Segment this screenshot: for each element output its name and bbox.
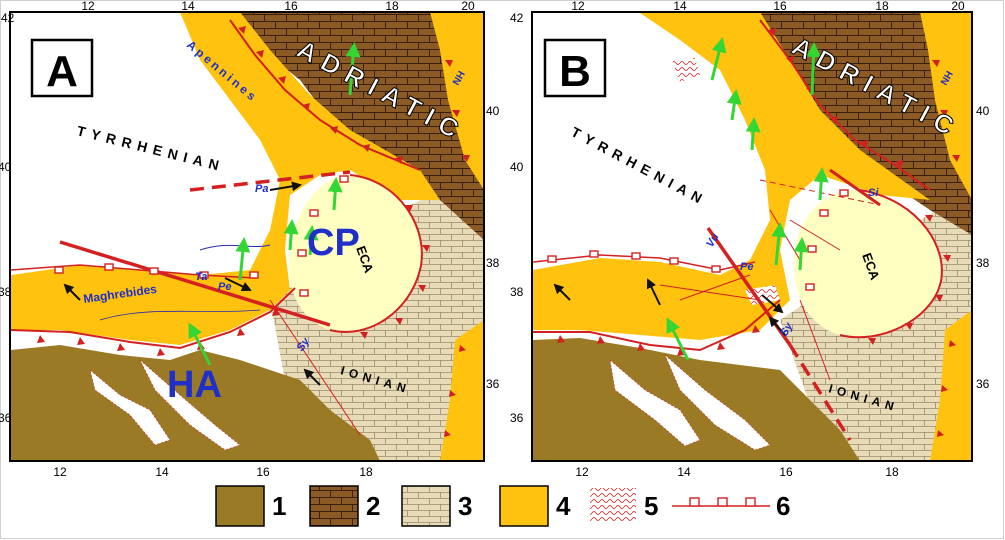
thrust-front-eca bbox=[329, 174, 423, 333]
legend-num-3: 3 bbox=[458, 491, 472, 521]
b-bottom-tick: 12 bbox=[575, 465, 589, 479]
b-top-tick: 20 bbox=[951, 0, 965, 13]
thrust-front-adriatic bbox=[759, 19, 931, 191]
panel-a-letter: A bbox=[46, 47, 78, 96]
unit5-sliver-1 bbox=[609, 359, 701, 447]
legend-swatch-2 bbox=[309, 485, 359, 527]
panel-b-axis: 12 14 16 18 20 12 14 16 18 42 40 38 36 4… bbox=[510, 0, 990, 479]
a-top-tick: 20 bbox=[461, 0, 475, 13]
unit5-sliver-2 bbox=[664, 354, 771, 451]
label-cp: CP bbox=[307, 222, 360, 264]
a-bottom-tick: 18 bbox=[359, 465, 373, 479]
b-left-tick: 38 bbox=[510, 285, 524, 299]
legend-swatch-5 bbox=[590, 488, 636, 522]
hellenides-belt-unit4 bbox=[440, 320, 483, 460]
b-left-tick: 42 bbox=[510, 11, 524, 25]
a-right-tick: 38 bbox=[486, 256, 500, 270]
hellenides-belt-unit4 bbox=[930, 310, 971, 460]
legend-swatch-6 bbox=[672, 497, 770, 507]
panel-b-letter: B bbox=[559, 47, 591, 96]
dinarides-belt-unit4 bbox=[920, 13, 971, 199]
panel-b-letter-box bbox=[543, 38, 607, 98]
legend-swatch-4 bbox=[499, 485, 549, 527]
a-right-tick: 40 bbox=[486, 104, 500, 118]
apennine-maghrebide-belt-unit4 bbox=[533, 13, 930, 340]
b-right-tick: 38 bbox=[976, 256, 990, 270]
a-bottom-tick: 16 bbox=[256, 465, 270, 479]
legend-swatch-3 bbox=[401, 485, 451, 527]
a-right-tick: 36 bbox=[486, 377, 500, 391]
unit5-sliver-2 bbox=[139, 359, 241, 451]
label-pe: Pe bbox=[740, 261, 753, 273]
adriatic-plate-unit2 bbox=[755, 13, 971, 235]
b-top-tick: 14 bbox=[673, 0, 687, 13]
unit5-patch bbox=[672, 58, 700, 82]
legend-swatch-1 bbox=[215, 485, 265, 527]
a-top-tick: 18 bbox=[385, 0, 399, 13]
legend-num-2: 2 bbox=[366, 491, 380, 521]
fault-pa-dashed bbox=[189, 170, 351, 192]
panel-b: 12 14 16 18 20 12 14 16 18 42 40 38 36 4… bbox=[510, 0, 990, 479]
label-ta: Ta bbox=[195, 271, 207, 283]
a-top-tick: 14 bbox=[181, 0, 195, 13]
b-top-tick: 12 bbox=[571, 0, 585, 13]
label-pa: Pa bbox=[255, 183, 268, 195]
thrust-front-eca bbox=[839, 189, 943, 339]
thrust-front-south bbox=[11, 287, 296, 350]
a-left-tick: 36 bbox=[0, 411, 12, 425]
b-top-tick: 18 bbox=[875, 0, 889, 13]
label-pe: Pe bbox=[218, 281, 231, 293]
label-ha: HA bbox=[167, 364, 222, 406]
b-bottom-tick: 18 bbox=[885, 465, 899, 479]
b-top-tick: 16 bbox=[773, 0, 787, 13]
thrust-front-south bbox=[533, 299, 781, 352]
b-bottom-tick: 16 bbox=[779, 465, 793, 479]
unit5-sliver-1 bbox=[89, 369, 171, 446]
b-left-tick: 40 bbox=[510, 160, 524, 174]
label-si: Si bbox=[868, 187, 879, 199]
legend: 1 2 3 4 5 6 bbox=[215, 485, 790, 527]
dinarides-belt-unit4 bbox=[430, 13, 483, 189]
unit6-boundary-b bbox=[533, 254, 756, 271]
b-left-tick: 36 bbox=[510, 411, 524, 425]
panel-a: 12 14 16 18 20 12 14 16 18 42 40 38 36 4… bbox=[0, 0, 500, 479]
a-left-tick: 40 bbox=[0, 160, 12, 174]
legend-num-1: 1 bbox=[272, 491, 286, 521]
a-left-tick: 38 bbox=[0, 285, 12, 299]
b-right-tick: 40 bbox=[976, 104, 990, 118]
eca-calabrian-arc bbox=[794, 189, 942, 338]
panel-a-axis: 12 14 16 18 20 12 14 16 18 42 40 38 36 4… bbox=[0, 0, 500, 479]
panel-a-letter-box bbox=[30, 38, 94, 98]
fault-vu-dashed bbox=[788, 344, 852, 441]
a-bottom-tick: 14 bbox=[155, 465, 169, 479]
legend-num-6: 6 bbox=[776, 491, 790, 521]
foreland-unit1 bbox=[11, 345, 380, 460]
a-top-tick: 12 bbox=[81, 0, 95, 13]
b-bottom-tick: 14 bbox=[677, 465, 691, 479]
b-right-tick: 36 bbox=[976, 377, 990, 391]
legend-num-4: 4 bbox=[556, 491, 571, 521]
fault-si bbox=[829, 168, 881, 207]
fault-ta bbox=[59, 240, 331, 327]
a-bottom-tick: 12 bbox=[53, 465, 67, 479]
fault-sy bbox=[269, 299, 361, 436]
a-top-tick: 16 bbox=[284, 0, 298, 13]
legend-num-5: 5 bbox=[644, 491, 658, 521]
a-left-tick: 42 bbox=[1, 11, 15, 25]
eca-calabrian-arc bbox=[289, 175, 422, 332]
